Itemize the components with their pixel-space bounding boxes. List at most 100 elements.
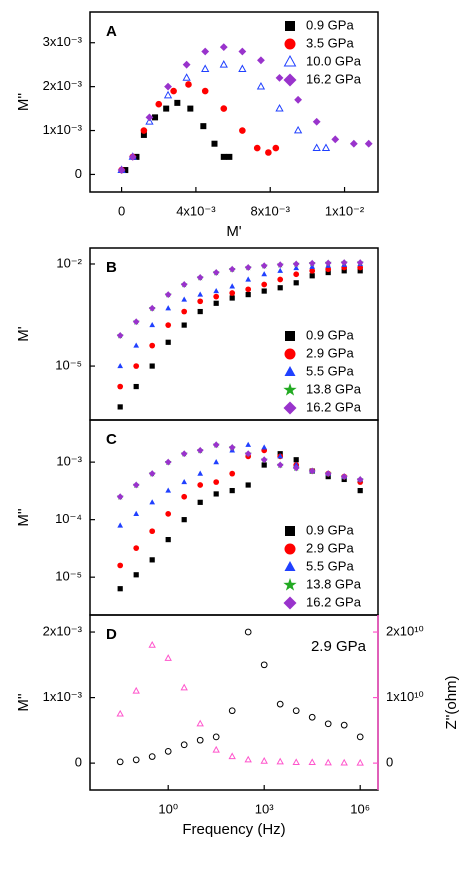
- y-axis-label: M'': [15, 693, 32, 711]
- marker: [149, 557, 155, 563]
- marker: [140, 127, 148, 134]
- x-axis-label: Frequency (Hz): [182, 821, 285, 838]
- marker: [140, 131, 147, 138]
- marker: [149, 499, 156, 505]
- legend-marker: [283, 596, 297, 610]
- legend-marker: [285, 331, 295, 341]
- marker: [226, 153, 233, 160]
- marker: [277, 276, 284, 283]
- marker: [145, 117, 154, 125]
- marker: [261, 444, 268, 450]
- marker: [293, 125, 303, 134]
- marker: [149, 342, 156, 349]
- y2-tick-label: 0: [386, 755, 393, 770]
- legend-marker: [283, 54, 297, 67]
- marker: [229, 470, 236, 477]
- marker: [238, 47, 247, 56]
- marker: [197, 291, 204, 297]
- marker: [292, 260, 300, 268]
- marker: [181, 308, 188, 315]
- marker: [196, 274, 204, 281]
- marker: [182, 60, 191, 69]
- marker: [331, 135, 340, 144]
- marker: [276, 757, 284, 765]
- marker: [272, 144, 280, 152]
- x-tick-label: 4x10⁻³: [176, 203, 216, 218]
- marker: [148, 753, 156, 760]
- y-axis-label: M'': [15, 508, 32, 526]
- marker: [117, 586, 123, 592]
- marker: [149, 363, 155, 369]
- marker: [128, 152, 137, 161]
- panel-label: D: [106, 626, 117, 643]
- marker: [325, 266, 332, 273]
- marker: [312, 143, 321, 151]
- marker: [228, 444, 236, 451]
- marker: [164, 82, 172, 91]
- marker: [165, 339, 171, 345]
- marker: [229, 295, 235, 301]
- legend-marker: [284, 348, 296, 360]
- marker: [244, 628, 252, 636]
- marker: [181, 493, 188, 500]
- marker: [219, 43, 228, 52]
- legend-label: 0.9 GPa: [306, 522, 354, 537]
- marker: [187, 105, 194, 112]
- marker: [356, 758, 364, 766]
- marker: [133, 383, 139, 390]
- marker: [340, 758, 348, 766]
- marker: [133, 510, 140, 516]
- marker: [257, 56, 265, 65]
- marker: [197, 482, 204, 488]
- marker: [197, 308, 203, 315]
- marker: [324, 259, 332, 267]
- marker: [201, 87, 209, 95]
- marker: [256, 81, 266, 90]
- marker: [265, 149, 272, 156]
- marker: [211, 140, 218, 147]
- x-tick-label: 10³: [255, 801, 274, 816]
- y-tick-label: 10⁻³: [56, 454, 82, 469]
- legend-label: 16.2 GPa: [306, 594, 362, 609]
- marker: [133, 572, 139, 578]
- marker: [260, 757, 268, 764]
- marker: [244, 264, 252, 271]
- marker: [253, 144, 261, 152]
- marker: [245, 441, 252, 447]
- marker: [308, 259, 316, 267]
- marker: [132, 686, 140, 694]
- marker: [117, 166, 126, 174]
- marker: [244, 755, 252, 763]
- marker: [180, 281, 188, 288]
- marker: [170, 87, 177, 95]
- legend-label: 2.9 GPa: [306, 540, 354, 555]
- marker: [163, 105, 170, 112]
- marker: [321, 143, 331, 151]
- marker: [152, 114, 159, 121]
- marker: [261, 271, 268, 277]
- marker: [356, 476, 364, 483]
- marker: [174, 99, 181, 106]
- marker: [294, 95, 303, 104]
- y-tick-label: 1x10⁻³: [43, 122, 83, 137]
- marker: [180, 683, 188, 691]
- legend-marker: [283, 383, 297, 396]
- marker: [229, 283, 236, 289]
- legend-label: 3.5 GPa: [306, 35, 354, 50]
- marker: [340, 721, 348, 729]
- marker: [155, 100, 163, 108]
- marker: [164, 654, 172, 661]
- marker: [245, 291, 251, 298]
- legend-marker: [284, 543, 296, 555]
- y-tick-label: 2x10⁻³: [43, 623, 83, 638]
- marker: [356, 733, 364, 741]
- legend-label: 5.5 GPa: [306, 558, 354, 573]
- marker: [165, 322, 172, 328]
- y2-tick-label: 1x10¹⁰: [386, 689, 424, 704]
- marker: [325, 269, 331, 276]
- marker: [201, 47, 210, 56]
- marker: [180, 741, 188, 749]
- marker: [164, 291, 172, 298]
- legend-marker: [285, 21, 295, 31]
